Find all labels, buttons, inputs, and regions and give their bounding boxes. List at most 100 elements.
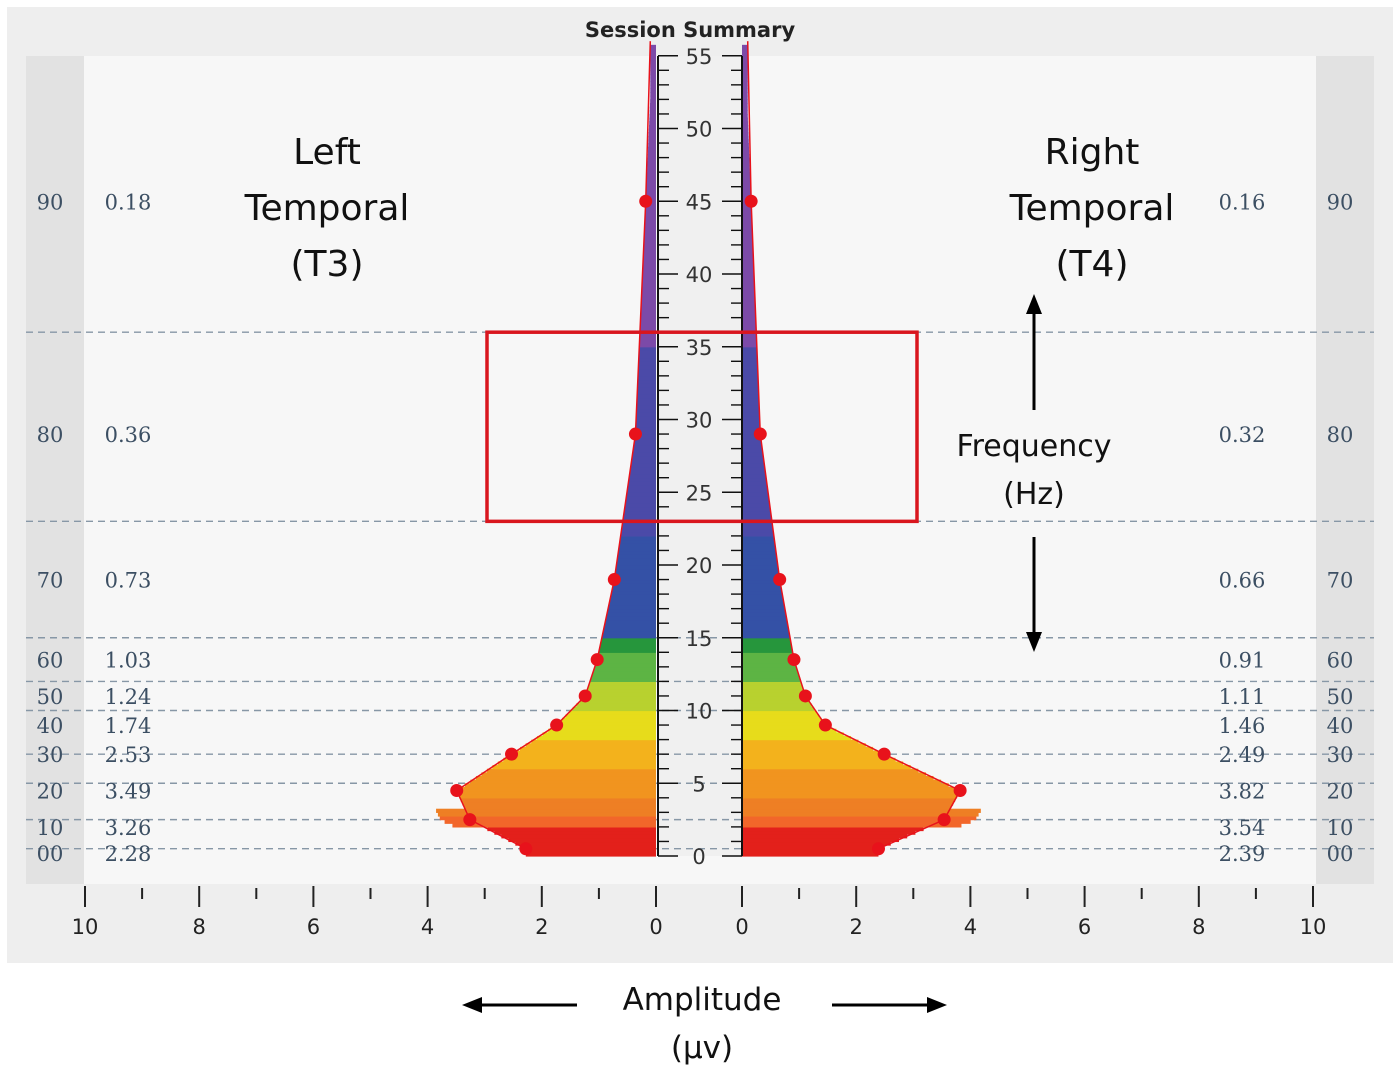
left-spectrum-bar — [619, 543, 656, 548]
left-spectrum-bar — [649, 113, 656, 119]
right-spectrum-bar — [742, 677, 801, 682]
right-spectrum-bar — [742, 52, 748, 57]
left-spectrum-bar — [645, 204, 656, 210]
left-spectrum-bar — [464, 783, 656, 788]
left-spectrum-bar — [648, 135, 656, 141]
left-percentile-label: 80 — [37, 423, 64, 447]
right-spectrum-bar — [742, 808, 981, 813]
left-data-point — [590, 653, 604, 667]
left-spectrum-bar — [641, 299, 656, 304]
right-spectrum-bar — [742, 394, 759, 399]
right-spectrum-bar — [742, 750, 881, 755]
left-amplitude-tick-label: 6 — [307, 915, 320, 939]
right-spectrum-bar — [742, 674, 800, 679]
left-spectrum-bar — [637, 383, 656, 388]
left-spectrum-bar — [640, 324, 656, 330]
left-spectrum-bar — [643, 259, 656, 264]
right-spectrum-bar — [742, 259, 754, 264]
right-spectrum-bar — [742, 583, 781, 588]
right-spectrum-bar — [742, 324, 757, 330]
right-spectrum-bar — [742, 615, 787, 621]
right-spectrum-bar — [742, 754, 888, 759]
right-spectrum-bar — [742, 179, 751, 184]
right-spectrum-bar — [742, 110, 748, 115]
right-spectrum-bar — [742, 623, 788, 628]
left-spectrum-bar — [536, 735, 656, 741]
left-spectrum-bar — [608, 605, 656, 610]
frequency-up-arrow-head — [1026, 294, 1042, 314]
left-spectrum-bar — [643, 248, 656, 253]
right-spectrum-bar — [742, 466, 765, 472]
right-spectrum-bar — [742, 535, 775, 541]
left-spectrum-bar — [514, 750, 656, 755]
right-spectrum-bar — [742, 121, 749, 126]
right-spectrum-bar — [742, 812, 979, 817]
left-spectrum-bar — [525, 848, 656, 853]
left-spectrum-bar — [641, 303, 656, 308]
right-spectrum-bar — [742, 113, 748, 119]
left-spectrum-bar — [599, 645, 656, 650]
left-spectrum-bar — [464, 805, 656, 810]
right-spectrum-bar — [742, 852, 879, 857]
right-spectrum-bar — [742, 706, 815, 712]
left-spectrum-bar — [640, 314, 656, 319]
left-data-point — [607, 573, 621, 587]
right-spectrum-bar — [742, 368, 758, 373]
right-spectrum-bar — [742, 514, 772, 519]
right-spectrum-bar — [742, 161, 750, 166]
left-spectrum-bar — [636, 415, 656, 421]
left-spectrum-bar — [637, 394, 656, 399]
left-spectrum-bar — [625, 503, 656, 508]
right-spectrum-bar — [742, 630, 790, 635]
left-temporal-label: Temporal — [244, 188, 410, 229]
right-spectrum-bar — [742, 728, 837, 733]
right-percentile-label: 40 — [1327, 714, 1354, 738]
right-spectrum-bar — [742, 575, 780, 581]
right-spectrum-bar — [742, 208, 752, 213]
right-spectrum-bar — [742, 703, 812, 708]
frequency-tick-label: 25 — [686, 481, 713, 505]
right-spectrum-bar — [742, 757, 896, 763]
right-spectrum-bar — [742, 204, 752, 210]
right-data-point — [798, 689, 812, 703]
right-spectrum-bar — [742, 579, 781, 584]
right-spectrum-bar — [742, 274, 755, 279]
right-spectrum-bar — [742, 448, 763, 453]
right-spectrum-bar — [742, 346, 757, 351]
right-spectrum-bar — [742, 77, 748, 82]
right-spectrum-bar — [742, 572, 779, 577]
right-spectrum-bar — [742, 88, 748, 93]
right-spectrum-bar — [742, 503, 770, 508]
left-spectrum-bar — [625, 499, 656, 504]
right-spectrum-bar — [742, 124, 749, 130]
left-band-amplitude: 0.18 — [105, 190, 152, 214]
left-spectrum-bar — [637, 379, 656, 384]
right-spectrum-bar — [742, 495, 769, 501]
right-spectrum-bar — [742, 172, 751, 177]
left-spectrum-bar — [639, 335, 656, 341]
right-spectrum-bar — [742, 666, 797, 672]
right-spectrum-bar — [742, 412, 760, 417]
left-spectrum-bar — [607, 608, 656, 613]
right-band-amplitude: 0.66 — [1219, 569, 1266, 593]
right-spectrum-bar — [742, 506, 771, 512]
right-spectrum-bar — [742, 648, 793, 653]
right-spectrum-bar — [742, 695, 807, 701]
left-spectrum-bar — [638, 364, 656, 370]
right-spectrum-bar — [742, 823, 962, 828]
right-spectrum-bar — [742, 426, 761, 432]
left-band-amplitude: 2.28 — [105, 842, 152, 866]
right-data-point — [787, 653, 801, 667]
frequency-tick-label: 45 — [686, 190, 713, 214]
right-spectrum-bar — [742, 306, 756, 311]
right-spectrum-bar — [742, 401, 760, 406]
right-spectrum-bar — [742, 150, 750, 155]
right-spectrum-bar — [742, 70, 748, 75]
right-spectrum-bar — [742, 510, 771, 515]
right-spectrum-bar — [742, 845, 883, 850]
left-spectrum-bar — [650, 55, 656, 60]
left-spectrum-bar — [635, 426, 656, 432]
left-spectrum-bar — [452, 823, 656, 828]
left-data-point — [463, 813, 477, 827]
left-spectrum-bar — [643, 252, 656, 257]
